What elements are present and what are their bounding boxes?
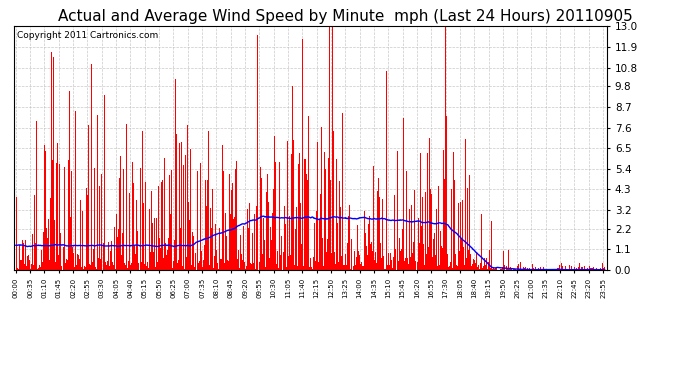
Text: Actual and Average Wind Speed by Minute  mph (Last 24 Hours) 20110905: Actual and Average Wind Speed by Minute … (58, 9, 632, 24)
Text: Copyright 2011 Cartronics.com: Copyright 2011 Cartronics.com (17, 31, 158, 40)
